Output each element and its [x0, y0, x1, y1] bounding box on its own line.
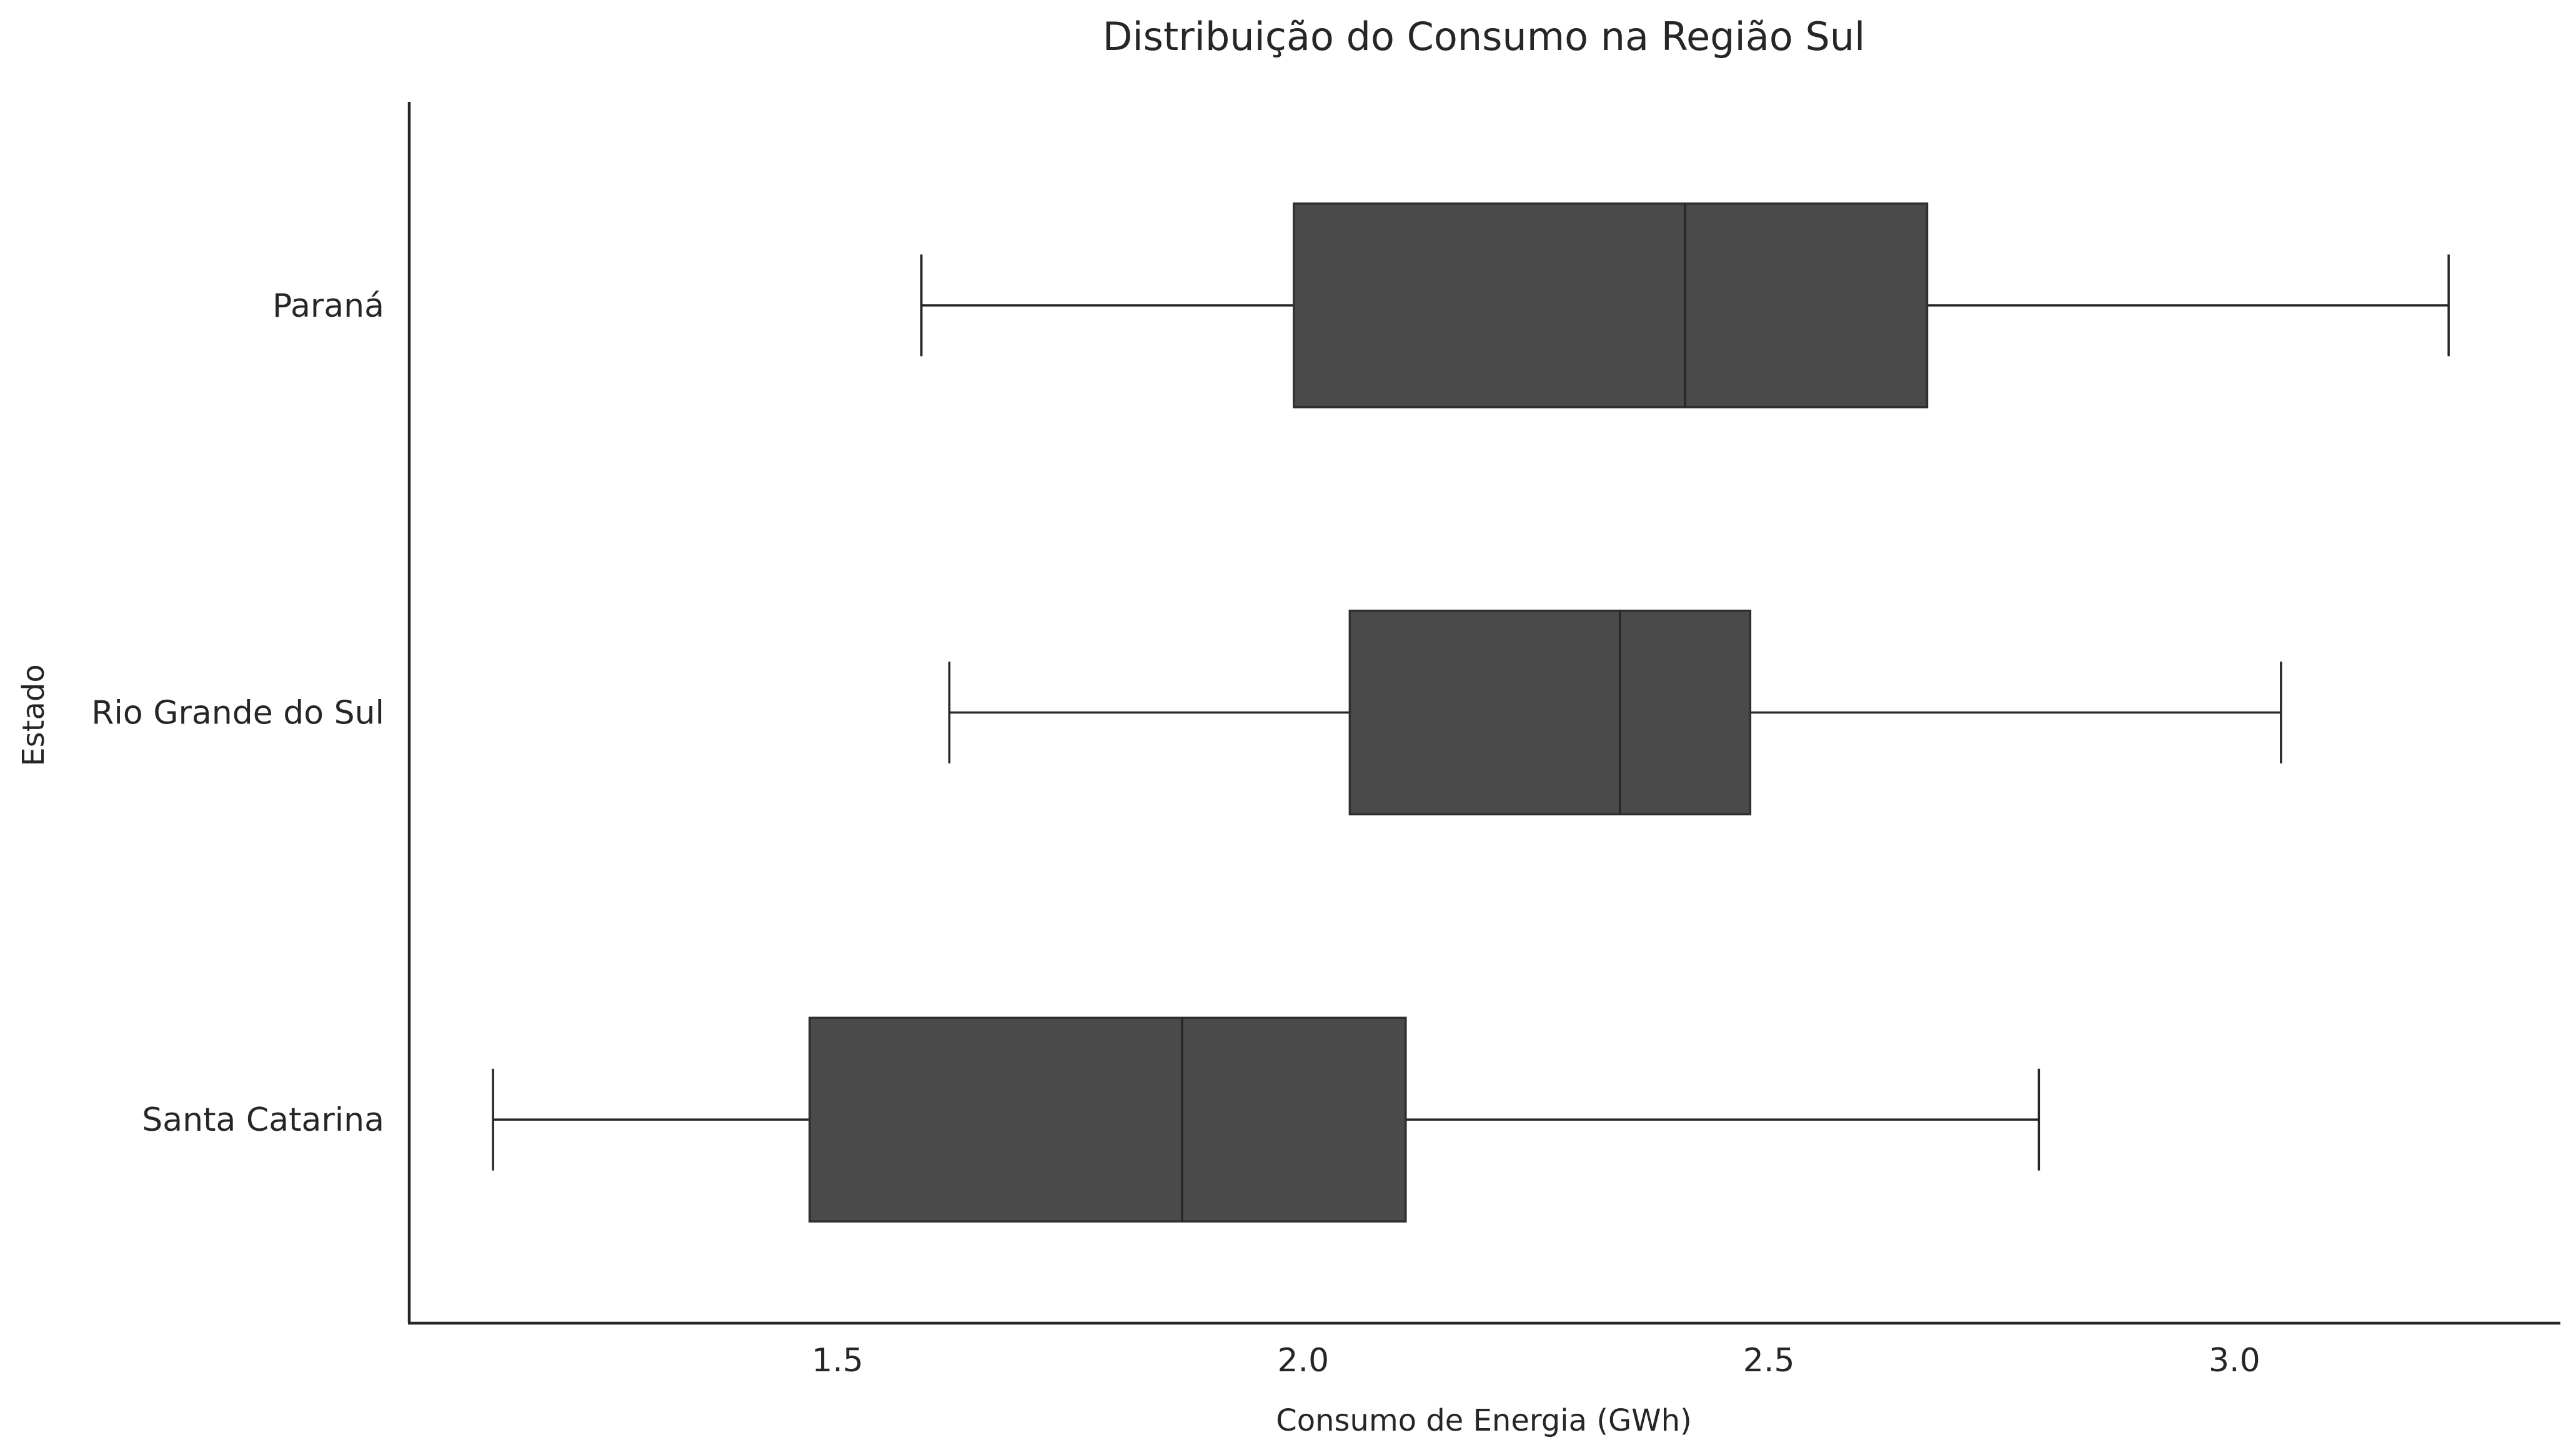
- y-tick-labels: Paraná Rio Grande do Sul Santa Catarina: [91, 287, 384, 1139]
- iqr-box: [1350, 611, 1750, 815]
- x-tick-label: 1.5: [812, 1342, 863, 1379]
- box-group: [922, 204, 2449, 407]
- y-axis-label: Estado: [16, 664, 51, 766]
- iqr-box: [810, 1018, 1406, 1221]
- chart-title: Distribuição do Consumo na Região Sul: [1103, 14, 1866, 59]
- x-tick-label: 2.5: [1743, 1342, 1795, 1379]
- iqr-box: [1294, 204, 1927, 407]
- box-group: [949, 611, 2280, 815]
- y-tick-label: Paraná: [272, 287, 384, 325]
- x-tick-labels: 1.5 2.0 2.5 3.0: [812, 1342, 2260, 1379]
- box-group: [493, 1018, 2039, 1221]
- y-tick-label: Rio Grande do Sul: [91, 695, 384, 732]
- x-tick-label: 3.0: [2209, 1342, 2260, 1379]
- x-tick-label: 2.0: [1278, 1342, 1330, 1379]
- y-tick-label: Santa Catarina: [142, 1101, 384, 1139]
- x-axis-label: Consumo de Energia (GWh): [1276, 1403, 1692, 1438]
- boxes: [493, 204, 2449, 1221]
